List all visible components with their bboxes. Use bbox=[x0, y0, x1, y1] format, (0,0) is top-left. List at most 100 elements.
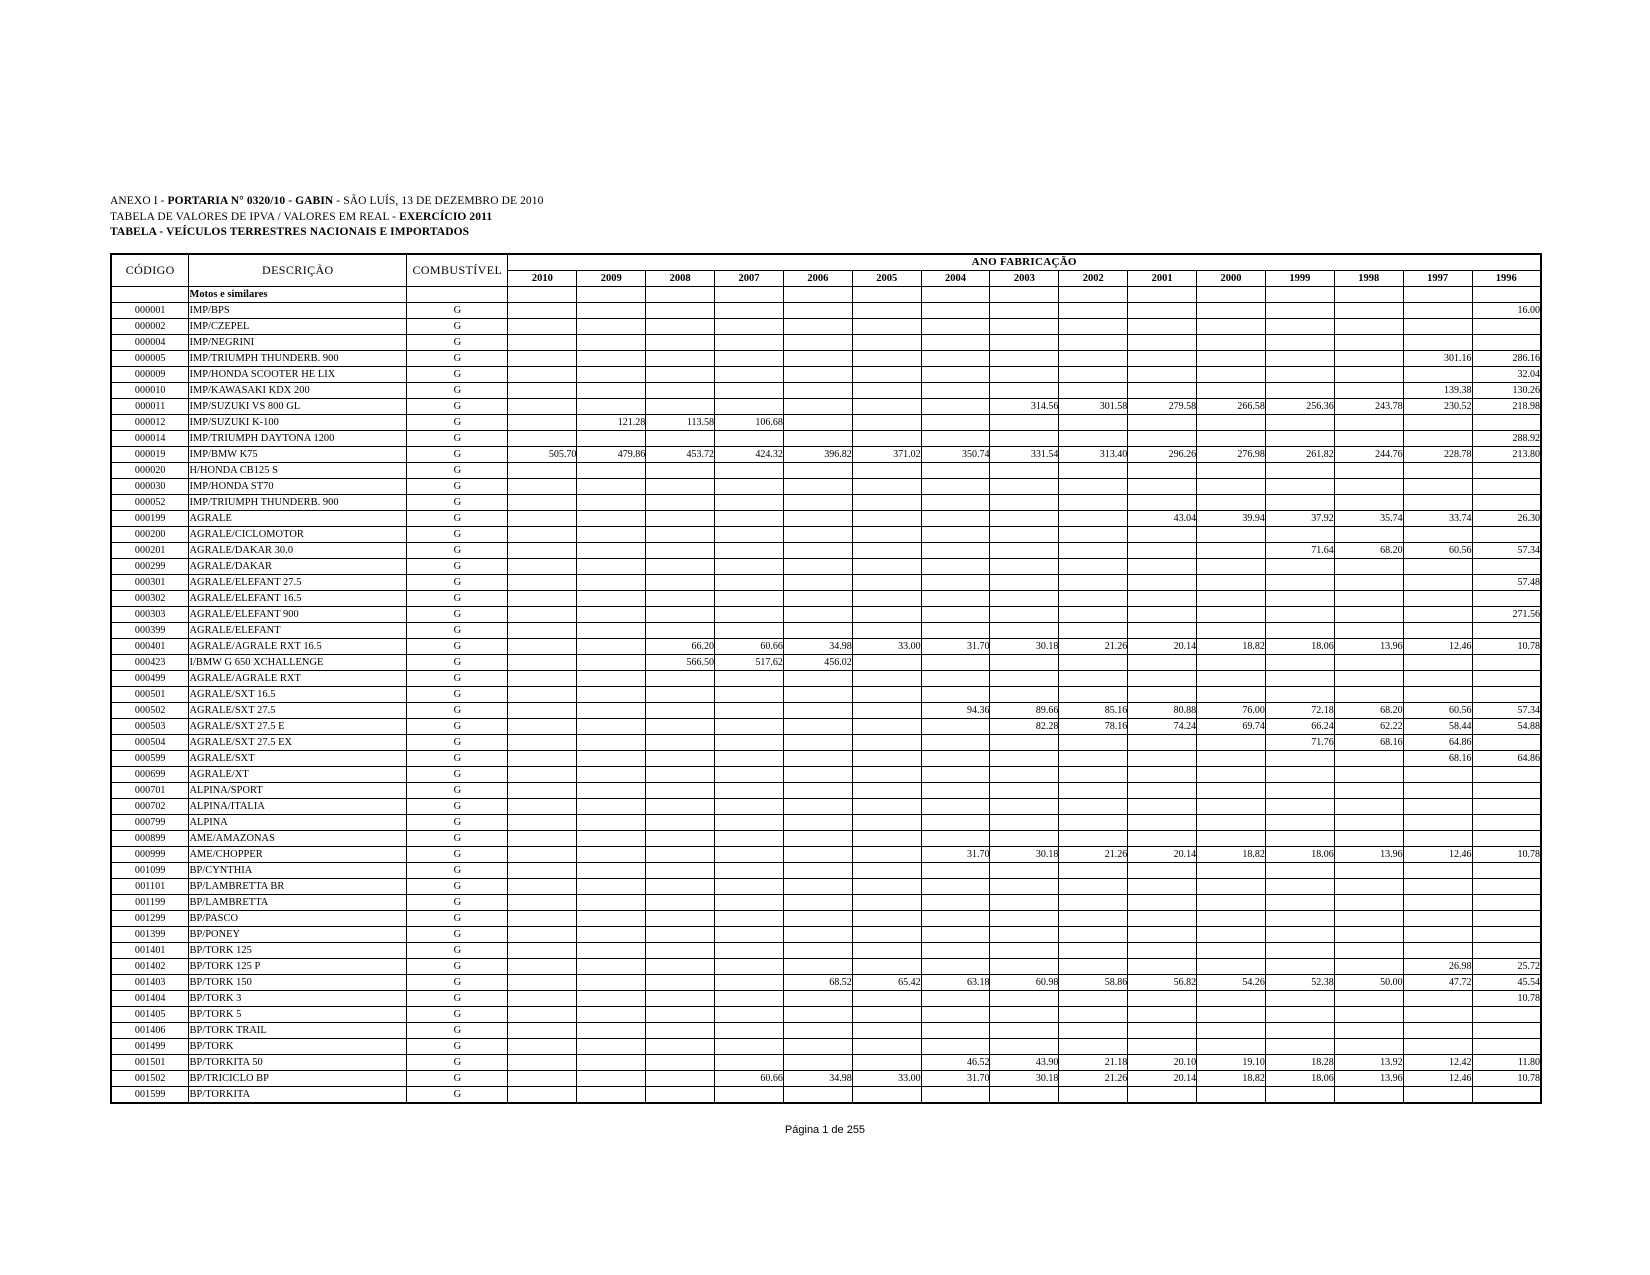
cell-value-1998 bbox=[1333, 654, 1404, 671]
cell-value-2002 bbox=[1058, 574, 1129, 591]
cell-value-1998 bbox=[1333, 1038, 1404, 1055]
cell-value-1999 bbox=[1264, 926, 1335, 943]
cell-value-2002 bbox=[1058, 350, 1129, 367]
cell-value-2001 bbox=[1127, 910, 1198, 927]
cell-value-2009 bbox=[576, 334, 647, 351]
cell-combustivel: G bbox=[406, 526, 509, 543]
table-row: 001401 BP/TORK 125 G bbox=[110, 942, 1542, 959]
cell-value-1998: 68.20 bbox=[1333, 542, 1404, 559]
cell-value-1996: 10.78 bbox=[1471, 846, 1542, 863]
cell-value-1999 bbox=[1264, 382, 1335, 399]
cell-value-1998 bbox=[1333, 350, 1404, 367]
cell-value-1998: 13.92 bbox=[1333, 1054, 1404, 1071]
cell-value-2002: 21.26 bbox=[1058, 1070, 1129, 1087]
cell-codigo: 000303 bbox=[110, 606, 190, 623]
cell-value-1996: 271.56 bbox=[1471, 606, 1542, 623]
cell-value-2006: 396.82 bbox=[782, 446, 853, 463]
cell-value-2008 bbox=[645, 910, 716, 927]
cell-value-2006 bbox=[782, 1054, 853, 1071]
cell-value-2004 bbox=[920, 478, 991, 495]
cell-value-2010 bbox=[507, 798, 578, 815]
cell-value-1999 bbox=[1264, 766, 1335, 783]
col-header-year-2008: 2008 bbox=[645, 270, 716, 287]
cell-codigo: 000010 bbox=[110, 382, 190, 399]
cell-value-2007 bbox=[714, 558, 784, 575]
cell-value-2008 bbox=[645, 542, 716, 559]
cell-descricao: AGRALE bbox=[188, 510, 408, 527]
cell-value-1998 bbox=[1333, 942, 1404, 959]
cell-value-1996 bbox=[1471, 1022, 1542, 1039]
cell-value-2001 bbox=[1127, 334, 1198, 351]
cell-value-2001 bbox=[1127, 750, 1198, 767]
cell-codigo: 000201 bbox=[110, 542, 190, 559]
cell-value-2002 bbox=[1058, 382, 1129, 399]
cell-combustivel: G bbox=[406, 590, 509, 607]
table-row: 001399 BP/PONEY G bbox=[110, 926, 1542, 943]
cell-codigo: 001599 bbox=[110, 1086, 190, 1104]
cell-value-2000 bbox=[1196, 910, 1266, 927]
cell-value-2001 bbox=[1127, 350, 1198, 367]
cell-value-1999 bbox=[1264, 894, 1335, 911]
cell-descricao: BP/TORK bbox=[188, 1038, 408, 1055]
cell-value-2005 bbox=[851, 1038, 922, 1055]
page-footer: Página 1 de 255 bbox=[0, 1124, 1650, 1136]
cell-value-1997: 301.16 bbox=[1402, 350, 1473, 367]
cell-value-2006 bbox=[782, 910, 853, 927]
cell-descricao: IMP/KAWASAKI KDX 200 bbox=[188, 382, 408, 399]
cell-value-2002 bbox=[1058, 878, 1129, 895]
cell-value-2005 bbox=[851, 1054, 922, 1071]
cell-combustivel: G bbox=[406, 606, 509, 623]
cell-combustivel: G bbox=[406, 942, 509, 959]
cell-descricao: IMP/TRIUMPH DAYTONA 1200 bbox=[188, 430, 408, 447]
cell-value-2003: 30.18 bbox=[989, 638, 1060, 655]
cell-value-2010 bbox=[507, 910, 578, 927]
cell-value-2008 bbox=[645, 958, 716, 975]
cell-value-2001: 296.26 bbox=[1127, 446, 1198, 463]
cell-combustivel: G bbox=[406, 1086, 509, 1104]
cell-value-1997 bbox=[1402, 622, 1473, 639]
cell-value-2007 bbox=[714, 382, 784, 399]
cell-descricao: AGRALE/AGRALE RXT 16.5 bbox=[188, 638, 408, 655]
cell-value-2004 bbox=[920, 910, 991, 927]
cell-value-2010 bbox=[507, 318, 578, 335]
cell-codigo: 000502 bbox=[110, 702, 190, 719]
cell-value-2009 bbox=[576, 686, 647, 703]
cell-codigo: 000200 bbox=[110, 526, 190, 543]
cell-value-2007 bbox=[714, 302, 784, 319]
cell-value-2001 bbox=[1127, 942, 1198, 959]
header-line-tabela-valores: TABELA DE VALORES DE IPVA / VALORES EM R… bbox=[110, 210, 544, 226]
cell-value-1998 bbox=[1333, 926, 1404, 943]
cell-value-2008 bbox=[645, 830, 716, 847]
cell-value-1999 bbox=[1264, 366, 1335, 383]
cell-value-1998: 35.74 bbox=[1333, 510, 1404, 527]
cell-value-2001 bbox=[1127, 814, 1198, 831]
cell-value-2010 bbox=[507, 526, 578, 543]
cell-value-2010 bbox=[507, 462, 578, 479]
cell-value-2007 bbox=[714, 462, 784, 479]
cell-value-1998 bbox=[1333, 430, 1404, 447]
cell-value-2002 bbox=[1058, 622, 1129, 639]
cell-value-1997 bbox=[1402, 334, 1473, 351]
cell-combustivel: G bbox=[406, 910, 509, 927]
cell-value-2009 bbox=[576, 286, 647, 303]
cell-value-2009 bbox=[576, 654, 647, 671]
cell-value-1996: 25.72 bbox=[1471, 958, 1542, 975]
cell-value-2009 bbox=[576, 350, 647, 367]
cell-value-2004 bbox=[920, 926, 991, 943]
cell-codigo: 001499 bbox=[110, 1038, 190, 1055]
cell-value-2001: 56.82 bbox=[1127, 974, 1198, 991]
cell-value-2005 bbox=[851, 670, 922, 687]
cell-value-1997: 12.46 bbox=[1402, 638, 1473, 655]
cell-value-1996 bbox=[1471, 782, 1542, 799]
cell-value-2002 bbox=[1058, 366, 1129, 383]
cell-combustivel: G bbox=[406, 414, 509, 431]
cell-value-2009 bbox=[576, 1054, 647, 1071]
cell-codigo: 000799 bbox=[110, 814, 190, 831]
cell-value-2008 bbox=[645, 350, 716, 367]
cell-codigo: 001399 bbox=[110, 926, 190, 943]
table-row: 001101 BP/LAMBRETTA BR G bbox=[110, 878, 1542, 895]
table-row: 000899 AME/AMAZONAS G bbox=[110, 830, 1542, 847]
cell-combustivel: G bbox=[406, 558, 509, 575]
cell-value-1996 bbox=[1471, 526, 1542, 543]
cell-value-2005: 65.42 bbox=[851, 974, 922, 991]
